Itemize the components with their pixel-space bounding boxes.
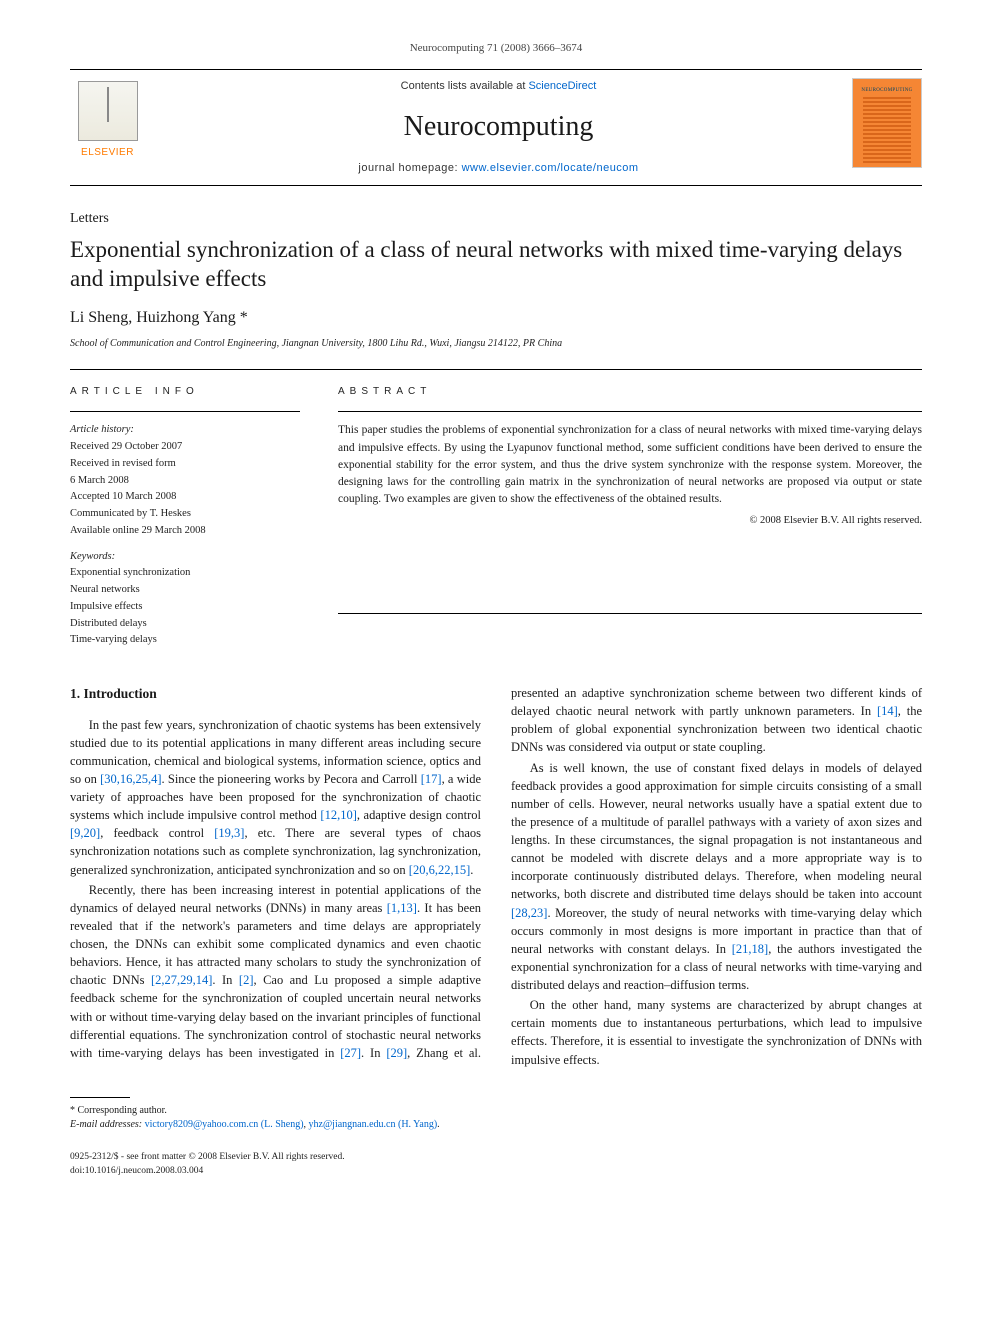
citation-link[interactable]: [9,20]: [70, 826, 100, 840]
article-meta-row: ARTICLE INFO Article history: Received 2…: [70, 369, 922, 649]
cover-graphic-icon: [863, 96, 911, 163]
citation-link[interactable]: [12,10]: [320, 808, 356, 822]
authors: Li Sheng, Huizhong Yang *: [70, 306, 922, 330]
homepage-prefix: journal homepage:: [358, 162, 461, 174]
citation-link[interactable]: [17]: [421, 772, 442, 786]
body-paragraph: In the past few years, synchronization o…: [70, 716, 481, 879]
article-info-heading: ARTICLE INFO: [70, 384, 300, 399]
email-label: E-mail addresses:: [70, 1119, 145, 1130]
section-label: Letters: [70, 208, 922, 229]
abstract-text: This paper studies the problems of expon…: [338, 422, 922, 508]
masthead: ELSEVIER Contents lists available at Sci…: [70, 70, 922, 185]
citation-link[interactable]: [28,23]: [511, 906, 547, 920]
citation-link[interactable]: [2]: [239, 973, 254, 987]
running-head-citation: Neurocomputing 71 (2008) 3666–3674: [70, 40, 922, 57]
footnote-block: * Corresponding author. E-mail addresses…: [70, 1097, 922, 1132]
intro-heading: 1. Introduction: [70, 684, 481, 704]
journal-homepage-link[interactable]: www.elsevier.com/locate/neucom: [462, 162, 639, 174]
history-line: Accepted 10 March 2008: [70, 489, 300, 505]
keyword: Time-varying delays: [70, 632, 300, 648]
citation-link[interactable]: [30,16,25,4]: [100, 772, 161, 786]
body-columns: 1. Introduction In the past few years, s…: [70, 684, 922, 1069]
journal-cover-thumbnail: NEUROCOMPUTING: [852, 78, 922, 168]
body-text: , feedback control: [100, 826, 214, 840]
body-text: On the other hand, many systems are char…: [511, 998, 922, 1066]
history-line: Communicated by T. Heskes: [70, 506, 300, 522]
abstract-block: ABSTRACT This paper studies the problems…: [338, 384, 922, 649]
body-text: .: [470, 863, 473, 877]
citation-link[interactable]: [20,6,22,15]: [409, 863, 470, 877]
article-history-heading: Article history:: [70, 422, 300, 438]
email-end: .: [437, 1119, 440, 1130]
journal-name: Neurocomputing: [404, 106, 594, 148]
elsevier-tree-icon: [78, 81, 138, 141]
front-matter-line: 0925-2312/$ - see front matter © 2008 El…: [70, 1150, 922, 1164]
affiliation: School of Communication and Control Engi…: [70, 336, 922, 351]
cover-title: NEUROCOMPUTING: [861, 87, 912, 95]
citation-link[interactable]: [21,18]: [732, 942, 768, 956]
contents-prefix: Contents lists available at: [401, 80, 529, 92]
body-paragraph: On the other hand, many systems are char…: [511, 996, 922, 1069]
corresponding-author-note: * Corresponding author.: [70, 1104, 922, 1118]
keyword: Impulsive effects: [70, 599, 300, 615]
body-text: . In: [212, 973, 238, 987]
author-email-link[interactable]: victory8209@yahoo.com.cn (L. Sheng): [145, 1119, 304, 1130]
citation-link[interactable]: [27]: [340, 1046, 361, 1060]
doi-line: doi:10.1016/j.neucom.2008.03.004: [70, 1164, 922, 1178]
publisher-brand-text: ELSEVIER: [81, 145, 134, 160]
citation-link[interactable]: [14]: [877, 704, 898, 718]
paper-title: Exponential synchronization of a class o…: [70, 235, 922, 295]
article-info-block: ARTICLE INFO Article history: Received 2…: [70, 384, 300, 649]
page-footer: 0925-2312/$ - see front matter © 2008 El…: [70, 1150, 922, 1179]
abstract-rule: [338, 411, 922, 412]
rule-below-masthead: [70, 185, 922, 186]
history-line: Received 29 October 2007: [70, 439, 300, 455]
body-text: As is well known, the use of constant fi…: [511, 761, 922, 902]
history-line: 6 March 2008: [70, 473, 300, 489]
abstract-bottom-rule: [338, 613, 922, 614]
keyword: Neural networks: [70, 582, 300, 598]
abstract-heading: ABSTRACT: [338, 384, 922, 399]
article-info-rule: [70, 411, 300, 412]
citation-link[interactable]: [29]: [386, 1046, 407, 1060]
publisher-logo: ELSEVIER: [70, 78, 145, 163]
body-text: , adaptive design control: [357, 808, 481, 822]
journal-homepage-line: journal homepage: www.elsevier.com/locat…: [358, 160, 638, 177]
email-line: E-mail addresses: victory8209@yahoo.com.…: [70, 1118, 922, 1132]
citation-link[interactable]: [1,13]: [387, 901, 417, 915]
abstract-copyright: © 2008 Elsevier B.V. All rights reserved…: [338, 513, 922, 529]
body-text: . In: [361, 1046, 386, 1060]
citation-link[interactable]: [19,3]: [214, 826, 244, 840]
citation-link[interactable]: [2,27,29,14]: [151, 973, 212, 987]
body-text: . Since the pioneering works by Pecora a…: [162, 772, 421, 786]
keyword: Exponential synchronization: [70, 565, 300, 581]
body-paragraph: As is well known, the use of constant fi…: [511, 759, 922, 995]
footnote-rule: [70, 1097, 130, 1098]
masthead-center: Contents lists available at ScienceDirec…: [157, 78, 840, 177]
contents-available-line: Contents lists available at ScienceDirec…: [401, 78, 597, 95]
keyword: Distributed delays: [70, 616, 300, 632]
sciencedirect-link[interactable]: ScienceDirect: [528, 80, 596, 92]
keywords-heading: Keywords:: [70, 549, 300, 565]
history-line: Received in revised form: [70, 456, 300, 472]
author-email-link[interactable]: yhz@jiangnan.edu.cn (H. Yang): [309, 1119, 438, 1130]
history-line: Available online 29 March 2008: [70, 523, 300, 539]
